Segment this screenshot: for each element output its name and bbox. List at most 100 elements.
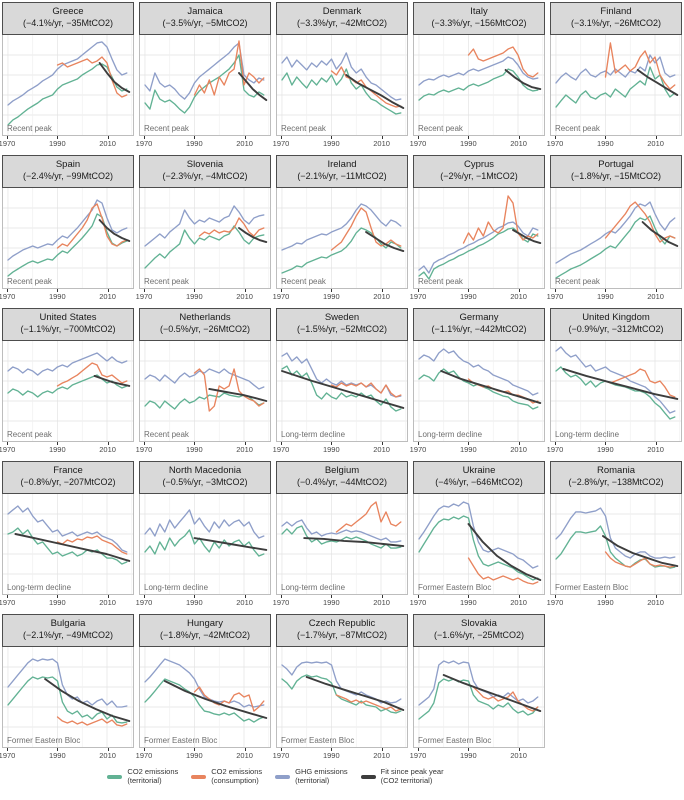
x-tick-mark [194, 136, 196, 139]
x-tick-mark [7, 748, 9, 751]
panel-x-axis: 1970 1990 2010 [0, 442, 134, 455]
panel-x-axis: 1970 1990 2010 [136, 442, 271, 455]
legend-label-line1: CO2 emissions [127, 767, 179, 776]
x-tick-mark [468, 595, 470, 598]
panel-stats: (−1.5%/yr, −52MtCO2) [296, 323, 388, 334]
panel-country: Greece [52, 6, 84, 17]
x-tick-label: 1990 [185, 139, 203, 148]
line-chart-svg [3, 188, 133, 288]
x-tick-label: 1970 [272, 139, 290, 148]
panel-plot: Recent peak [413, 35, 545, 136]
panel-strip: Italy (−3.3%/yr, −156MtCO2) [413, 2, 545, 35]
panel-x-axis: 1970 1990 2010 [409, 442, 545, 455]
panel-x-axis: 1970 1990 2010 [546, 289, 682, 302]
legend-item-label: CO2 emissions (consumption) [211, 767, 262, 785]
panel-country: Slovenia [186, 159, 224, 170]
panel-country: North Macedonia [168, 465, 242, 476]
panel-jamaica: Jamaica (−3.5%/yr, −5MtCO2) Recent peak … [135, 2, 271, 149]
panel-stats: (−0.5%/yr, −3MtCO2) [162, 476, 248, 487]
panel-country: Czech Republic [308, 618, 376, 629]
panel-group-label: Recent peak [144, 277, 189, 286]
legend-label-line2: (CO2 territorial) [380, 775, 433, 785]
panel-denmark: Denmark (−3.3%/yr, −42MtCO2) Recent peak… [272, 2, 408, 149]
panel-group-label: Recent peak [144, 124, 189, 133]
x-tick-label: 1970 [135, 139, 153, 148]
panel-country: Cyprus [463, 159, 495, 170]
x-tick-label: 1990 [185, 445, 203, 454]
x-tick-mark [244, 442, 246, 445]
legend-swatch-icon [275, 774, 291, 779]
panel-plot: Recent peak [139, 188, 271, 289]
x-tick-mark [381, 136, 383, 139]
x-tick-label: 1990 [185, 751, 203, 760]
x-tick-label: 2010 [647, 139, 664, 148]
panel-x-axis: 1970 1990 2010 [135, 136, 271, 149]
panel-group-label: Long-term decline [281, 583, 346, 592]
x-tick-mark [107, 289, 109, 292]
panel-plot: Recent peak [413, 188, 545, 289]
panel-x-axis: 1970 1990 2010 [273, 748, 408, 761]
panel-x-axis: 1970 1990 2010 [135, 289, 271, 302]
panel-strip: Belgium (−0.4%/yr, −44MtCO2) [276, 461, 408, 494]
panel-group-label: Recent peak [7, 430, 52, 439]
panel-x-axis: 1970 1990 2010 [273, 289, 408, 302]
x-tick-mark [331, 748, 333, 751]
panel-group-label: Former Eastern Bloc [418, 583, 492, 592]
panel-strip: Spain (−2.4%/yr, −99MtCO2) [2, 155, 134, 188]
x-tick-label: 2010 [510, 751, 527, 760]
panel-france: France (−0.8%/yr, −207MtCO2) Long-term d… [0, 461, 134, 608]
x-tick-mark [468, 289, 470, 292]
panel-group-label: Recent peak [281, 124, 326, 133]
panel-strip: Finland (−3.1%/yr, −26MtCO2) [550, 2, 682, 35]
panel-plot: Long-term decline [276, 341, 408, 442]
x-tick-label: 1970 [135, 751, 153, 760]
panel-stats: (−0.8%/yr, −207MtCO2) [20, 476, 116, 487]
panel-strip: Hungary (−1.8%/yr, −42MtCO2) [139, 614, 271, 647]
panel-stats: (−2.1%/yr, −11MtCO2) [297, 170, 387, 181]
line-chart-svg [277, 647, 407, 747]
panel-cyprus: Cyprus (−2%/yr, −1MtCO2) Recent peak 197… [410, 155, 545, 302]
x-tick-label: 2010 [236, 751, 253, 760]
panel-group-label: Recent peak [555, 277, 600, 286]
x-tick-mark [107, 748, 109, 751]
line-chart-svg [414, 647, 544, 747]
panel-bulgaria: Bulgaria (−2.1%/yr, −49MtCO2) Former Eas… [0, 614, 134, 761]
panel-group-label: Recent peak [418, 124, 463, 133]
panel-netherlands: Netherlands (−0.5%/yr, −26MtCO2) Recent … [136, 308, 271, 455]
legend-label-line1: GHG emissions [295, 767, 348, 776]
panel-x-axis: 1970 1990 2010 [410, 595, 545, 608]
panel-stats: (−3.3%/yr, −42MtCO2) [296, 17, 388, 28]
panel-x-axis: 1970 1990 2010 [547, 595, 682, 608]
x-tick-label: 2010 [510, 445, 527, 454]
panel-country: Italy [470, 6, 488, 17]
panel-strip: Portugal (−1.8%/yr, −15MtCO2) [550, 155, 682, 188]
panel-group-label: Recent peak [418, 277, 463, 286]
panel-strip: France (−0.8%/yr, −207MtCO2) [2, 461, 134, 494]
panel-stats: (−4.1%/yr, −35MtCO2) [22, 17, 114, 28]
legend-item: CO2 emissions (consumption) [191, 767, 262, 785]
panel-country: Finland [600, 6, 632, 17]
line-chart-svg [551, 341, 681, 441]
x-tick-mark [518, 136, 520, 139]
x-tick-label: 1970 [546, 292, 564, 301]
panel-stats: (−2.1%/yr, −49MtCO2) [22, 629, 114, 640]
line-chart-svg [3, 341, 133, 441]
x-tick-label: 1970 [135, 292, 153, 301]
x-tick-mark [418, 289, 420, 292]
x-tick-label: 1970 [409, 445, 427, 454]
panel-strip: Sweden (−1.5%/yr, −52MtCO2) [276, 308, 408, 341]
line-chart-svg [277, 494, 407, 594]
panel-plot: Long-term decline [550, 341, 682, 442]
x-tick-label: 1990 [322, 751, 340, 760]
panel-x-axis: 1970 1990 2010 [410, 289, 545, 302]
line-chart-svg [414, 35, 544, 135]
x-tick-mark [194, 748, 196, 751]
panel-stats: (−3.5%/yr, −5MtCO2) [162, 17, 248, 28]
x-tick-label: 2010 [647, 445, 664, 454]
x-tick-label: 1990 [322, 139, 340, 148]
panel-strip: Ireland (−2.1%/yr, −11MtCO2) [276, 155, 408, 188]
x-tick-mark [7, 442, 9, 445]
x-tick-mark [655, 595, 657, 598]
x-tick-label: 1990 [322, 598, 340, 607]
panel-spain: Spain (−2.4%/yr, −99MtCO2) Recent peak 1… [0, 155, 134, 302]
